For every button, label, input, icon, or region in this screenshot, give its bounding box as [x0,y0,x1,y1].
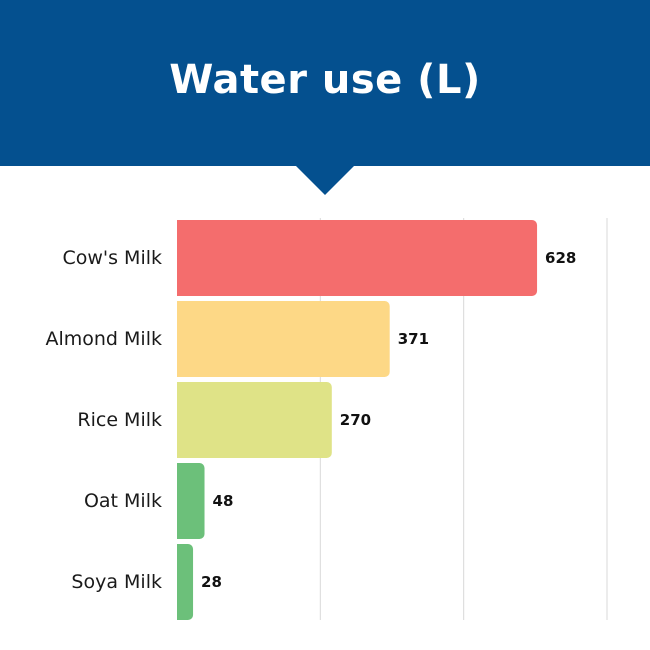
chart-title: Water use (L) [169,57,481,103]
bar-3-base [177,463,183,539]
bar-0-base [177,220,183,296]
bar-0 [177,220,538,296]
value-label-2: 270 [340,411,371,429]
bar-2-base [177,382,183,458]
bar-2 [177,382,332,458]
category-label-4: Soya Milk [71,571,162,593]
value-label-3: 48 [213,492,234,510]
category-label-2: Rice Milk [77,409,162,431]
value-labels: 628 371 270 48 28 [201,249,576,591]
bar-1 [177,301,390,377]
category-label-1: Almond Milk [45,328,162,350]
bar-3 [177,463,205,539]
value-label-0: 628 [545,249,576,267]
category-labels: Cow's Milk Almond Milk Rice Milk Oat Milk So… [45,247,162,593]
bar-1-base [177,301,183,377]
value-label-1: 371 [398,330,429,348]
category-label-3: Oat Milk [84,490,162,512]
banner-pointer [295,165,355,195]
category-label-0: Cow's Milk [62,247,162,269]
bar-4-base [177,544,183,620]
value-label-4: 28 [201,573,222,591]
bars [177,220,538,620]
title-banner: Water use (L) [0,0,650,166]
